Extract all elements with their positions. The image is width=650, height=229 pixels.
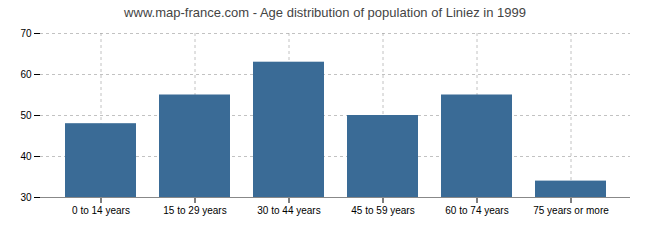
svg-text:30: 30 (20, 192, 32, 203)
svg-text:45 to 59 years: 45 to 59 years (351, 205, 414, 216)
svg-text:30 to 44 years: 30 to 44 years (257, 205, 320, 216)
svg-text:15 to 29 years: 15 to 29 years (163, 205, 226, 216)
svg-text:70: 70 (20, 28, 32, 39)
html-text:www.map-france.com - Age distr: www.map-france.com - Age distribution of… (124, 5, 526, 20)
svg-text:60 to 74 years: 60 to 74 years (445, 205, 508, 216)
svg-text:50: 50 (20, 110, 32, 121)
svg-text:60: 60 (20, 69, 32, 80)
svg-text:40: 40 (20, 151, 32, 162)
svg-text:0 to 14 years: 0 to 14 years (72, 205, 130, 216)
svg-text:75 years or more: 75 years or more (533, 205, 609, 216)
